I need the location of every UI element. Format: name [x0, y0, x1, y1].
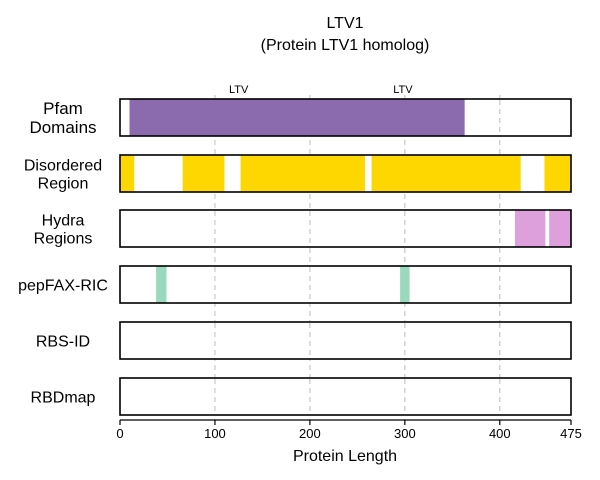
track-label: RBS-ID — [36, 334, 90, 351]
feature-segment — [129, 99, 465, 136]
track-label: RBDmap — [31, 390, 96, 407]
x-tick-label: 100 — [204, 426, 226, 441]
x-tick-label: 400 — [489, 426, 511, 441]
track: pepFAX-RIC — [18, 265, 572, 304]
feature-segment — [544, 155, 571, 192]
grid-overlay — [214, 100, 501, 414]
track-border — [119, 321, 572, 360]
track: RBS-ID — [36, 321, 572, 360]
grid-lines — [214, 95, 501, 420]
track-border — [119, 98, 572, 137]
track-label: Pfam — [43, 99, 83, 118]
track-label: Domains — [29, 118, 96, 137]
track-border — [119, 209, 572, 248]
feature-segment — [182, 155, 225, 192]
track-background — [120, 210, 571, 247]
track: RBDmap — [31, 377, 572, 416]
feature-segment — [120, 155, 135, 192]
track-label: Region — [38, 176, 89, 193]
track-background — [120, 266, 571, 303]
track-background — [120, 322, 571, 359]
feature-segment — [156, 266, 167, 303]
feature-segment — [371, 155, 521, 192]
domain-annotation: LTV — [229, 84, 249, 96]
track-label: Regions — [34, 231, 93, 248]
chart-subtitle: (Protein LTV1 homolog) — [261, 37, 430, 54]
feature-segment — [240, 155, 365, 192]
chart-title: LTV1 — [326, 15, 363, 32]
track-label: Disordered — [24, 158, 102, 175]
track-label: pepFAX-RIC — [18, 278, 108, 295]
x-tick-label: 200 — [299, 426, 321, 441]
x-tick-label: 300 — [394, 426, 416, 441]
track-border — [119, 377, 572, 416]
feature-segment — [400, 266, 410, 303]
domain-annotation: LTV — [393, 84, 413, 96]
feature-segment — [514, 210, 546, 247]
track-background — [120, 378, 571, 415]
x-tick-label: 475 — [560, 426, 582, 441]
feature-segment — [549, 210, 571, 247]
x-axis: 0 100 200 300 400 475 — [116, 419, 582, 441]
x-tick-label: 0 — [116, 426, 123, 441]
track-border — [119, 154, 572, 193]
track-label: Hydra — [42, 213, 85, 230]
x-axis-label: Protein Length — [293, 448, 397, 465]
track-border — [119, 265, 572, 304]
